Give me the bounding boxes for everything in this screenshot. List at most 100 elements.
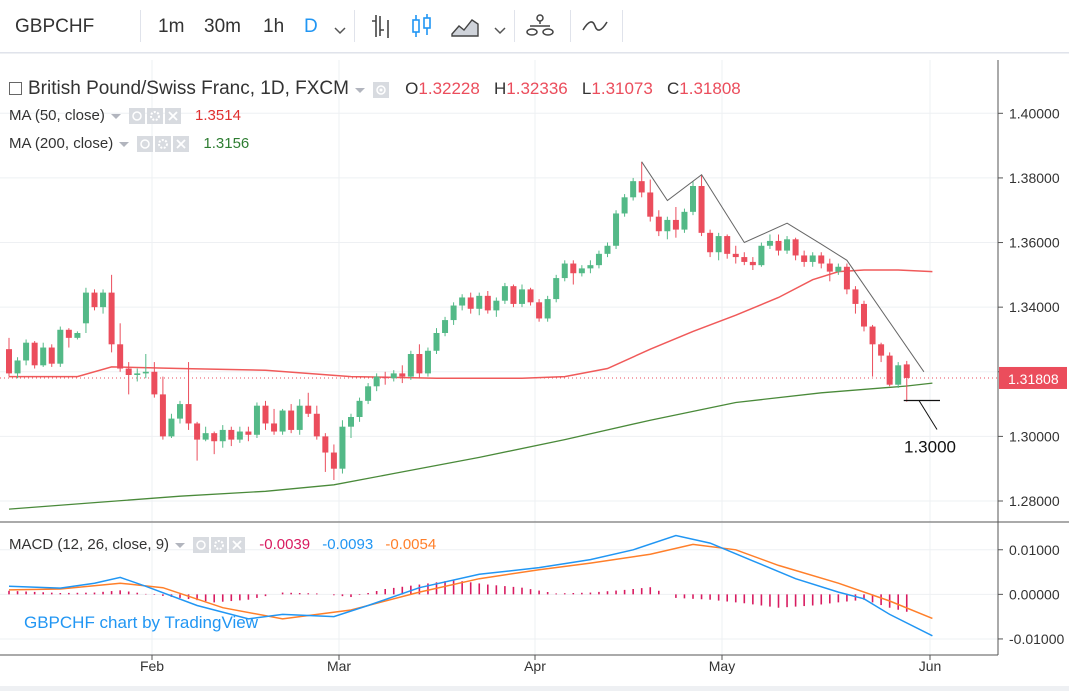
- ohlc-high-value: 1.32336: [506, 79, 568, 98]
- candle-body: [519, 289, 525, 304]
- timeframe-1h[interactable]: 1h: [263, 16, 285, 37]
- visibility-icon[interactable]: [372, 82, 389, 99]
- candle-body: [433, 333, 440, 351]
- candle-body: [647, 192, 654, 217]
- candle-body: [843, 266, 850, 290]
- y-tick-label: 1.34000: [1009, 299, 1060, 315]
- ohlc-low-label: L: [581, 79, 592, 98]
- macd-y-tick-label: 0.00000: [1009, 586, 1060, 602]
- candle-body: [690, 186, 696, 212]
- timeframe-30m[interactable]: 30m: [204, 16, 241, 37]
- candlestick-icon[interactable]: [410, 12, 434, 45]
- candle-body: [587, 265, 594, 269]
- chevron-down-icon[interactable]: [494, 22, 506, 40]
- chevron-down-icon[interactable]: [175, 542, 186, 548]
- candle-body: [399, 373, 406, 377]
- candle-body: [715, 236, 722, 253]
- chevron-down-icon[interactable]: [334, 22, 346, 40]
- candle-body: [356, 400, 363, 417]
- candle-body: [82, 292, 89, 324]
- candle-body: [775, 240, 782, 251]
- chevron-down-icon[interactable]: [119, 141, 130, 147]
- macd-label: MACD (12, 26, close, 9): [9, 536, 170, 553]
- candle-body: [801, 255, 808, 262]
- candle-body: [100, 292, 107, 308]
- visibility-icon[interactable]: [193, 537, 210, 554]
- macd-hist-value: -0.0039: [259, 536, 311, 553]
- candle-body: [142, 371, 149, 374]
- candle-body: [732, 253, 739, 258]
- macd-line-value: -0.0093: [322, 536, 374, 553]
- candle-body: [416, 354, 423, 374]
- candle-body: [23, 342, 30, 361]
- candle-body: [194, 423, 201, 440]
- candle-body: [134, 373, 141, 375]
- bar-chart-icon[interactable]: [369, 12, 393, 45]
- candle-body: [91, 292, 98, 308]
- timeframe-d[interactable]: D: [304, 16, 318, 37]
- chart-area[interactable]: 1.280001.300001.320001.340001.360001.380…: [0, 54, 1069, 686]
- gear-icon[interactable]: [146, 108, 163, 125]
- gear-icon[interactable]: [211, 537, 228, 554]
- candle-body: [279, 410, 286, 432]
- candle-body: [322, 436, 329, 453]
- close-icon[interactable]: [229, 537, 246, 554]
- chart-svg[interactable]: 1.280001.300001.320001.340001.360001.380…: [0, 54, 1069, 686]
- candle-body: [758, 245, 765, 266]
- candle-body: [553, 278, 560, 300]
- toolbar-divider: [514, 10, 515, 42]
- compare-icon[interactable]: [581, 12, 609, 45]
- candle-body: [630, 181, 637, 198]
- candle-body: [125, 368, 132, 375]
- candle-body: [501, 286, 508, 301]
- candle-body: [578, 268, 585, 274]
- ma50-label: MA (50, close): [9, 107, 105, 124]
- ma50-legend: MA (50, close) 1.3514: [9, 107, 241, 125]
- watermark: GBPCHF chart by TradingView: [24, 613, 258, 632]
- chevron-down-icon[interactable]: [110, 113, 121, 119]
- symbol-name[interactable]: GBPCHF: [15, 16, 95, 37]
- x-tick-label: Mar: [327, 658, 351, 674]
- candle-body: [878, 344, 885, 356]
- candle-body: [792, 239, 799, 256]
- gear-icon[interactable]: [155, 136, 172, 153]
- candle-body: [749, 261, 756, 266]
- ma50-line: [9, 269, 933, 379]
- candle-body: [219, 429, 226, 442]
- candle-body: [424, 350, 431, 374]
- candle-body: [835, 266, 842, 272]
- visibility-icon[interactable]: [137, 136, 154, 153]
- candle-body: [382, 376, 389, 379]
- candle-body: [31, 342, 38, 366]
- macd-signal-value: -0.0054: [385, 536, 437, 553]
- toolbar-divider: [140, 10, 141, 42]
- candle-body: [6, 349, 12, 374]
- candle-body: [159, 394, 166, 437]
- area-chart-icon[interactable]: [450, 12, 480, 45]
- macd-legend: MACD (12, 26, close, 9) -0.0039 -0.0093 …: [9, 536, 437, 554]
- close-icon[interactable]: [173, 136, 190, 153]
- candle-body: [14, 360, 21, 374]
- ma50-value: 1.3514: [195, 107, 241, 124]
- trendline: [641, 161, 925, 373]
- candle-body: [151, 371, 158, 395]
- collapse-legend-icon[interactable]: [9, 82, 22, 95]
- candle-body: [621, 197, 628, 214]
- candle-body: [442, 320, 449, 333]
- visibility-icon[interactable]: [128, 108, 145, 125]
- close-icon[interactable]: [164, 108, 181, 125]
- timeframe-1m[interactable]: 1m: [158, 16, 185, 37]
- candle-body: [664, 219, 671, 232]
- candle-body: [613, 213, 620, 246]
- annotation-leader-line: [918, 400, 938, 430]
- candle-body: [484, 295, 491, 311]
- toolbar-divider: [570, 10, 571, 42]
- chevron-down-icon[interactable]: [354, 87, 365, 93]
- candle-body: [852, 289, 859, 304]
- main-legend: British Pound/Swiss Franc, 1D, FXCM O1.3…: [9, 78, 741, 100]
- candle-body: [681, 211, 688, 230]
- indicators-icon[interactable]: [524, 12, 558, 45]
- candle-body: [784, 239, 791, 251]
- candle-body: [510, 286, 517, 304]
- candle-body: [493, 300, 500, 311]
